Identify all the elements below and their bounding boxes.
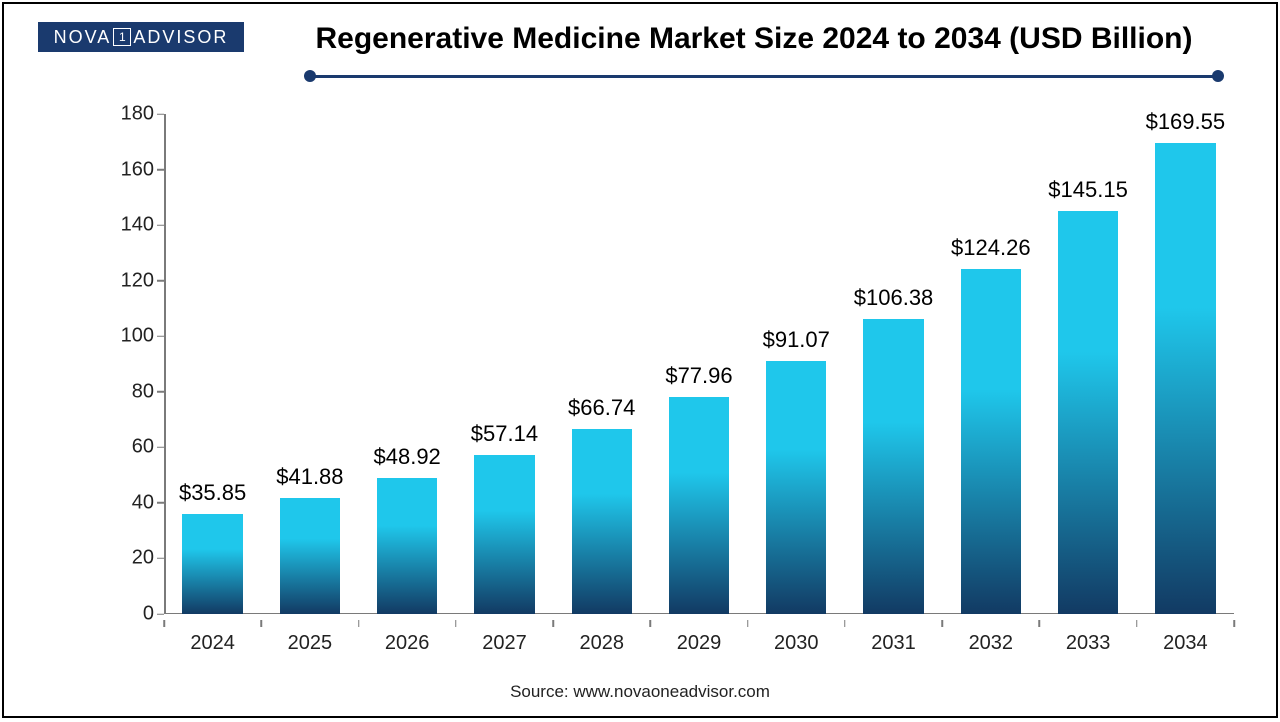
underline-dot-right — [1212, 70, 1224, 82]
x-tick-label: 2026 — [385, 632, 430, 655]
chart-title: Regenerative Medicine Market Size 2024 t… — [284, 22, 1224, 56]
bar-value-label: $57.14 — [471, 421, 538, 447]
source-text: Source: www.novaoneadvisor.com — [4, 682, 1276, 702]
chart-frame: NOVA 1 ADVISOR Regenerative Medicine Mar… — [2, 2, 1278, 718]
y-tick-label: 40 — [108, 491, 154, 514]
x-tick-label: 2029 — [677, 632, 722, 655]
x-tick-mark — [844, 620, 846, 627]
logo-left: NOVA — [54, 27, 112, 48]
bar: $124.26 — [961, 269, 1021, 614]
x-tick-mark — [163, 620, 165, 627]
x-tick-label: 2034 — [1163, 632, 1208, 655]
logo-right: ADVISOR — [133, 27, 228, 48]
y-tick-label: 20 — [108, 547, 154, 570]
bar: $77.96 — [669, 397, 729, 614]
x-tick-mark — [552, 620, 554, 627]
bar-value-label: $169.55 — [1146, 109, 1226, 135]
brand-logo: NOVA 1 ADVISOR — [38, 22, 244, 52]
bar: $57.14 — [474, 455, 534, 614]
y-tick-mark — [157, 280, 164, 282]
x-tick-mark — [747, 620, 749, 627]
x-tick-label: 2031 — [871, 632, 916, 655]
x-tick-mark — [1136, 620, 1138, 627]
underline-line — [310, 75, 1218, 78]
y-tick-label: 80 — [108, 380, 154, 403]
bar: $91.07 — [766, 361, 826, 614]
x-tick-mark — [358, 620, 360, 627]
bar-value-label: $41.88 — [276, 464, 343, 490]
y-tick-label: 60 — [108, 436, 154, 459]
x-tick-mark — [941, 620, 943, 627]
y-tick-mark — [157, 335, 164, 337]
bar-chart: 0 20 40 60 80 100 120 140 160 180 $35.85 $41.88 $48… — [104, 104, 1244, 664]
x-tick-label: 2028 — [579, 632, 624, 655]
x-tick-mark — [1233, 620, 1235, 627]
x-tick-mark — [261, 620, 263, 627]
y-tick-mark — [157, 224, 164, 226]
bar: $106.38 — [863, 319, 923, 615]
y-tick-mark — [157, 613, 164, 615]
bar: $41.88 — [280, 498, 340, 614]
bars-container: $35.85 $41.88 $48.92 $57.14 $66.74 $77.96 $91.… — [164, 114, 1234, 614]
x-tick-label: 2033 — [1066, 632, 1111, 655]
y-tick-label: 180 — [108, 103, 154, 126]
y-tick-mark — [157, 113, 164, 115]
bar-value-label: $48.92 — [374, 444, 441, 470]
y-tick-label: 120 — [108, 269, 154, 292]
x-tick-label: 2027 — [482, 632, 527, 655]
y-tick-mark — [157, 558, 164, 560]
y-tick-mark — [157, 447, 164, 449]
bar-value-label: $77.96 — [665, 363, 732, 389]
bar-value-label: $145.15 — [1048, 177, 1128, 203]
y-tick-label: 0 — [108, 603, 154, 626]
bar: $66.74 — [572, 429, 632, 614]
x-tick-label: 2030 — [774, 632, 819, 655]
bar: $169.55 — [1155, 143, 1215, 614]
y-tick-label: 100 — [108, 325, 154, 348]
x-tick-mark — [455, 620, 457, 627]
plot-area: $35.85 $41.88 $48.92 $57.14 $66.74 $77.96 $91.… — [164, 114, 1234, 614]
logo-box-char: 1 — [113, 28, 131, 46]
bar-value-label: $91.07 — [763, 327, 830, 353]
x-tick-mark — [1039, 620, 1041, 627]
title-underline — [304, 70, 1224, 82]
brand-logo-text: NOVA 1 ADVISOR — [54, 27, 229, 48]
y-tick-mark — [157, 169, 164, 171]
bar-value-label: $66.74 — [568, 395, 635, 421]
y-tick-label: 140 — [108, 214, 154, 237]
bar-value-label: $124.26 — [951, 235, 1031, 261]
y-axis: 020406080100120140160180 — [104, 114, 164, 614]
bar-value-label: $35.85 — [179, 480, 246, 506]
y-tick-label: 160 — [108, 158, 154, 181]
x-tick-label: 2025 — [288, 632, 333, 655]
bar-value-label: $106.38 — [854, 285, 934, 311]
y-tick-mark — [157, 502, 164, 504]
x-axis: 2024 2025 2026 2027 2028 2029 2030 2031 2032 2033… — [164, 620, 1234, 664]
bar: $35.85 — [182, 514, 242, 614]
y-tick-mark — [157, 391, 164, 393]
bar: $48.92 — [377, 478, 437, 614]
bar: $145.15 — [1058, 211, 1118, 614]
x-tick-label: 2024 — [190, 632, 235, 655]
x-tick-mark — [650, 620, 652, 627]
x-tick-label: 2032 — [969, 632, 1014, 655]
